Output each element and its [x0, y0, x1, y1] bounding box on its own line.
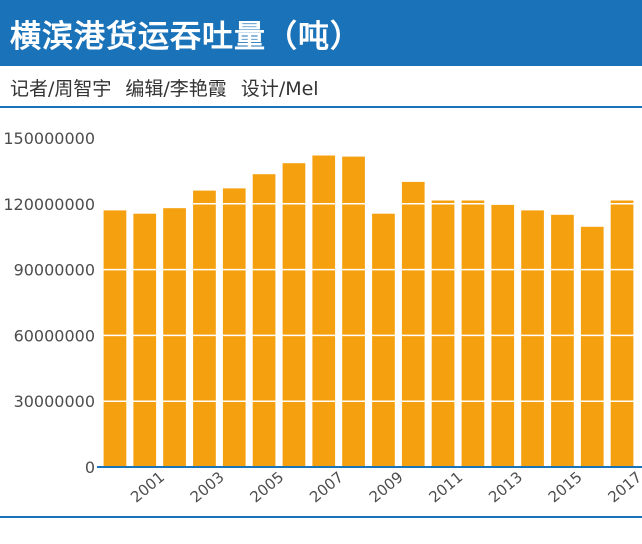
- bar-2005: [252, 174, 276, 467]
- reporter-credit: 记者/周智宇: [10, 78, 112, 100]
- x-tick-label: 2003: [187, 468, 228, 506]
- bar-2016: [580, 226, 604, 467]
- bars-layer: [103, 155, 634, 467]
- y-tick-label: 60000000: [14, 326, 95, 345]
- bar-2011: [431, 200, 455, 467]
- y-tick-label: 90000000: [14, 261, 95, 280]
- bar-2017: [610, 200, 634, 467]
- bar-2000: [103, 210, 127, 467]
- bar-2008: [342, 156, 365, 467]
- bar-2014: [521, 210, 544, 467]
- bar-2006: [282, 163, 306, 467]
- x-tick-label: 2007: [306, 468, 347, 506]
- x-tick-label: 2001: [127, 468, 168, 506]
- title-bar: 横滨港货运吞吐量（吨）: [0, 0, 642, 66]
- bar-2004: [222, 188, 246, 467]
- bar-2003: [193, 190, 216, 467]
- bar-2002: [163, 208, 186, 467]
- design-credit: 设计/Mel: [240, 78, 319, 100]
- bar-2015: [551, 214, 574, 467]
- y-axis: 0 30000000 60000000 90000000 120000000 150000…: [3, 129, 95, 477]
- bar-chart: 0 30000000 60000000 90000000 120000000 150000…: [0, 129, 642, 506]
- bar-2010: [401, 181, 425, 467]
- editor-credit: 编辑/李艳霞: [125, 78, 227, 100]
- x-tick-label: 2005: [246, 468, 287, 506]
- y-tick-label: 120000000: [3, 195, 95, 214]
- x-tick-label: 2009: [366, 468, 407, 506]
- y-tick-label: 150000000: [3, 129, 95, 148]
- grid-layer: [0, 137, 642, 402]
- x-tick-label: 2017: [604, 468, 642, 506]
- bottom-divider: [0, 516, 642, 518]
- bar-2001: [133, 213, 157, 467]
- bar-2007: [312, 155, 336, 467]
- credits: 记者/周智宇 编辑/李艳霞 设计/Mel: [10, 74, 333, 101]
- bar-2009: [372, 213, 395, 467]
- x-tick-label: 2013: [485, 468, 526, 506]
- x-tick-label: 2011: [425, 468, 466, 506]
- page-title: 横滨港货运吞吐量（吨）: [10, 19, 362, 55]
- x-axis: 2001 2003 2005 2007 2009 2011 2013 2015 2017: [127, 468, 642, 506]
- divider: [0, 106, 642, 108]
- bar-2012: [461, 200, 485, 467]
- y-tick-label: 0: [85, 458, 95, 477]
- y-tick-label: 30000000: [14, 392, 95, 411]
- x-tick-label: 2015: [545, 468, 586, 506]
